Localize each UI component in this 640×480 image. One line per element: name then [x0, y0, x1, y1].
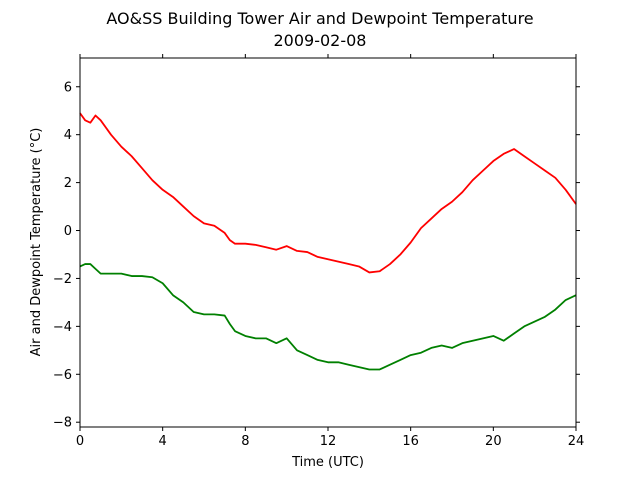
- y-tick-label: −4: [53, 320, 72, 335]
- x-axis: 0 4 8 12 16 20 24: [76, 54, 584, 449]
- x-tick-label: 12: [320, 434, 337, 449]
- x-tick-label: 0: [76, 434, 84, 449]
- x-tick-label: 16: [402, 434, 419, 449]
- y-tick-label: 6: [64, 80, 72, 95]
- y-tick-label: −8: [53, 416, 72, 431]
- y-tick-label: 0: [64, 224, 72, 239]
- chart-title: AO&SS Building Tower Air and Dewpoint Te…: [106, 9, 533, 28]
- x-tick-label: 8: [241, 434, 249, 449]
- chart-subtitle: 2009-02-08: [274, 31, 367, 50]
- x-axis-label: Time (UTC): [291, 455, 364, 470]
- series-layer: [79, 112, 577, 371]
- x-tick-label: 20: [485, 434, 502, 449]
- y-tick-label: 4: [64, 128, 72, 143]
- x-tick-label: 24: [568, 434, 585, 449]
- x-tick-label: 4: [159, 434, 167, 449]
- y-tick-label: −2: [53, 272, 72, 287]
- y-axis: −8 −6 −4 −2 0 2 4 6: [53, 80, 580, 431]
- plot-frame: [79, 57, 577, 428]
- y-tick-label: 2: [64, 176, 72, 191]
- y-tick-label: −6: [53, 368, 72, 383]
- y-axis-label: Air and Dewpoint Temperature (°C): [29, 128, 44, 357]
- series-line-0: [79, 112, 577, 274]
- series-line-1: [79, 263, 577, 371]
